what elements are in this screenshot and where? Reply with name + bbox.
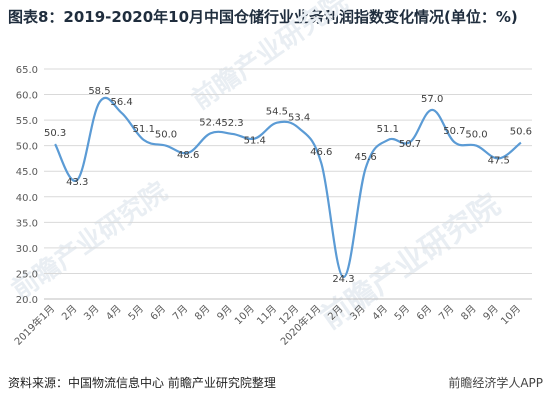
data-label: 54.5 — [266, 107, 288, 118]
y-tick-label: 30.0 — [16, 244, 38, 255]
x-tick-label: 8月 — [459, 303, 479, 323]
data-label: 53.4 — [288, 112, 310, 123]
y-tick-label: 50.0 — [16, 142, 38, 153]
source-note: 资料来源：中国物流信息中心 前瞻产业研究院整理 — [8, 376, 276, 390]
data-label: 56.4 — [111, 97, 133, 108]
x-tick-label: 9月 — [481, 303, 501, 323]
y-tick-label: 35.0 — [16, 218, 38, 229]
chart-title: 图表8：2019-2020年10月中国仓储行业业务利润指数变化情况(单位：%) — [8, 8, 518, 26]
y-axis-ticks: 20.0 25.0 30.0 35.0 40.0 45.0 50.0 55.0 60.0 65.0 — [16, 65, 38, 306]
gridlines — [44, 68, 532, 274]
data-label: 43.3 — [66, 177, 88, 188]
x-tick-label: 11月 — [254, 303, 279, 328]
x-tick-label: 6月 — [148, 303, 168, 323]
x-tick-label: 3月 — [82, 303, 102, 323]
data-label: 51.1 — [133, 124, 155, 135]
data-label: 50.0 — [155, 130, 177, 141]
y-tick-label: 40.0 — [16, 193, 38, 204]
watermark-text-center: 前瞻产业研究院 — [186, 0, 353, 116]
x-tick-label: 5月 — [392, 303, 412, 323]
watermark-text-right: 前瞻产业研究院 — [315, 187, 507, 336]
x-tick-label: 4月 — [104, 303, 124, 323]
y-tick-label: 55.0 — [16, 116, 38, 127]
x-tick-label: 2月 — [59, 303, 79, 323]
brand-footer: 前瞻经济学人APP — [448, 376, 543, 390]
data-label: 50.0 — [465, 130, 487, 141]
x-tick-label: 10月 — [232, 303, 257, 328]
data-label: 51.4 — [244, 136, 266, 147]
x-tick-label: 6月 — [414, 303, 434, 323]
x-tick-label: 7月 — [436, 303, 456, 323]
data-label: 45.6 — [355, 152, 377, 163]
data-label: 52.3 — [221, 118, 243, 129]
series-line — [54, 96, 522, 279]
data-label: 50.7 — [399, 139, 421, 150]
data-label: 52.4 — [199, 117, 221, 128]
data-label: 58.5 — [88, 86, 110, 97]
data-label: 50.3 — [44, 128, 66, 139]
series-layer — [54, 96, 522, 279]
y-tick-label: 25.0 — [16, 269, 38, 280]
data-label: 50.6 — [510, 127, 532, 138]
data-labels: 50.343.358.556.451.150.048.652.4 52.351.4… — [44, 86, 532, 285]
data-label: 46.6 — [310, 147, 332, 158]
y-tick-label: 20.0 — [16, 295, 38, 306]
data-label: 57.0 — [421, 94, 443, 105]
y-tick-label: 65.0 — [16, 65, 38, 76]
x-tick-label: 10月 — [498, 303, 523, 328]
x-tick-label: 5月 — [126, 303, 146, 323]
x-tick-label: 2019年1月 — [11, 302, 57, 348]
data-label: 24.3 — [332, 274, 354, 285]
data-label: 48.6 — [177, 150, 199, 161]
x-tick-label: 9月 — [215, 303, 235, 323]
x-tick-label: 8月 — [192, 303, 212, 323]
data-label: 47.5 — [488, 155, 510, 166]
y-tick-label: 60.0 — [16, 91, 38, 102]
data-label: 50.7 — [443, 126, 465, 137]
data-label: 51.1 — [377, 124, 399, 135]
x-tick-label: 7月 — [170, 303, 190, 323]
y-tick-label: 45.0 — [16, 167, 38, 178]
